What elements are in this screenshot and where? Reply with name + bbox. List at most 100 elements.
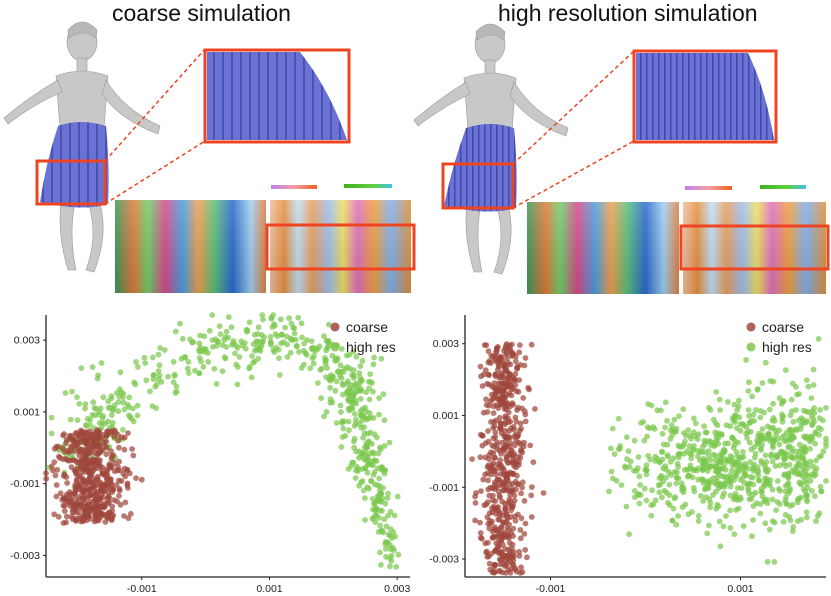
data-point-coarse: [76, 435, 83, 441]
data-point-highres: [774, 499, 781, 505]
data-point-coarse: [483, 549, 490, 556]
data-point-highres: [109, 407, 116, 414]
data-point-highres: [295, 314, 302, 321]
data-point-coarse: [99, 470, 106, 477]
data-point-highres: [363, 389, 370, 396]
data-point-highres: [746, 439, 753, 446]
data-point-highres: [608, 468, 615, 475]
data-point-coarse: [491, 394, 498, 401]
data-point-highres: [161, 347, 168, 353]
data-point-highres: [789, 528, 796, 535]
data-point-coarse: [491, 481, 498, 488]
data-point-highres: [745, 487, 752, 494]
data-point-coarse: [116, 458, 122, 465]
data-point-coarse: [113, 482, 120, 488]
data-point-coarse: [492, 417, 499, 424]
data-point-highres: [812, 468, 818, 474]
data-point-coarse: [499, 439, 505, 446]
data-point-coarse: [499, 534, 506, 541]
data-point-highres: [291, 330, 298, 337]
data-point-highres: [662, 399, 669, 406]
data-point-highres: [663, 489, 670, 496]
data-point-highres: [357, 408, 364, 415]
data-point-coarse: [528, 514, 535, 520]
data-point-coarse: [502, 403, 508, 410]
data-point-highres: [699, 461, 706, 468]
data-point-coarse: [498, 524, 505, 531]
data-point-highres: [185, 358, 192, 365]
data-point-highres: [673, 480, 680, 487]
data-point-highres: [209, 312, 216, 318]
data-point-highres: [823, 404, 829, 411]
data-point-highres: [381, 417, 388, 424]
data-point-coarse: [519, 569, 526, 575]
data-point-coarse: [516, 439, 522, 446]
data-point-highres: [640, 419, 647, 425]
scatter-plot-coarse: 0.003 0.001 -0.001 -0.003 -0.001 0.001 0.003 co…: [10, 312, 411, 595]
data-point-highres: [707, 464, 713, 471]
data-point-coarse: [484, 380, 490, 387]
data-point-highres: [389, 535, 395, 541]
data-point-highres: [185, 370, 192, 376]
data-point-highres: [351, 438, 357, 445]
data-point-highres: [196, 370, 203, 376]
data-point-coarse: [486, 560, 493, 567]
data-point-highres: [359, 466, 366, 472]
data-point-highres: [798, 470, 804, 477]
data-point-coarse: [60, 432, 66, 439]
data-point-highres: [818, 452, 825, 459]
data-point-highres: [762, 520, 769, 527]
data-point-highres: [366, 410, 373, 416]
data-point-highres: [817, 483, 824, 490]
data-point-highres: [728, 479, 734, 486]
data-point-coarse: [504, 443, 510, 450]
data-point-coarse: [109, 508, 116, 514]
data-point-highres: [748, 446, 755, 453]
data-point-highres: [660, 465, 667, 472]
data-point-coarse: [73, 478, 80, 484]
data-point-highres: [761, 409, 767, 416]
data-point-coarse: [87, 468, 94, 474]
data-point-coarse: [75, 508, 82, 515]
data-point-coarse: [500, 541, 506, 548]
data-point-coarse: [514, 364, 520, 371]
data-point-highres: [652, 453, 659, 460]
data-point-highres: [770, 378, 777, 385]
data-point-highres: [360, 434, 366, 441]
data-point-highres: [686, 443, 693, 449]
data-point-highres: [150, 376, 157, 383]
x-tick-label: -0.001: [536, 583, 566, 595]
data-point-coarse: [532, 406, 538, 412]
data-point-coarse: [495, 543, 501, 550]
data-point-highres: [697, 457, 703, 464]
data-point-coarse: [87, 515, 93, 522]
data-point-highres: [654, 407, 661, 414]
data-point-highres: [287, 335, 294, 342]
data-point-highres: [84, 415, 91, 422]
data-point-highres: [722, 456, 729, 463]
data-point-coarse: [127, 510, 134, 517]
data-point-coarse: [495, 380, 502, 387]
data-point-coarse: [504, 460, 511, 466]
data-point-highres: [277, 316, 284, 323]
data-point-coarse: [524, 554, 530, 561]
data-point-coarse: [121, 434, 128, 441]
data-point-coarse: [485, 428, 491, 434]
zoom-line: [104, 140, 206, 205]
data-point-highres: [734, 466, 741, 473]
data-point-highres: [391, 512, 398, 519]
data-point-highres: [706, 438, 713, 444]
data-point-coarse: [510, 452, 517, 459]
data-point-coarse: [518, 490, 524, 497]
data-point-coarse: [522, 355, 529, 361]
data-point-highres: [641, 485, 648, 492]
data-point-coarse: [502, 428, 509, 434]
data-point-coarse: [477, 534, 484, 541]
data-point-highres: [196, 340, 203, 347]
data-point-highres: [172, 389, 179, 396]
data-point-coarse: [477, 530, 484, 536]
data-point-coarse: [508, 378, 514, 384]
data-point-coarse: [527, 442, 534, 449]
data-point-highres: [211, 366, 218, 372]
data-point-coarse: [54, 466, 61, 473]
